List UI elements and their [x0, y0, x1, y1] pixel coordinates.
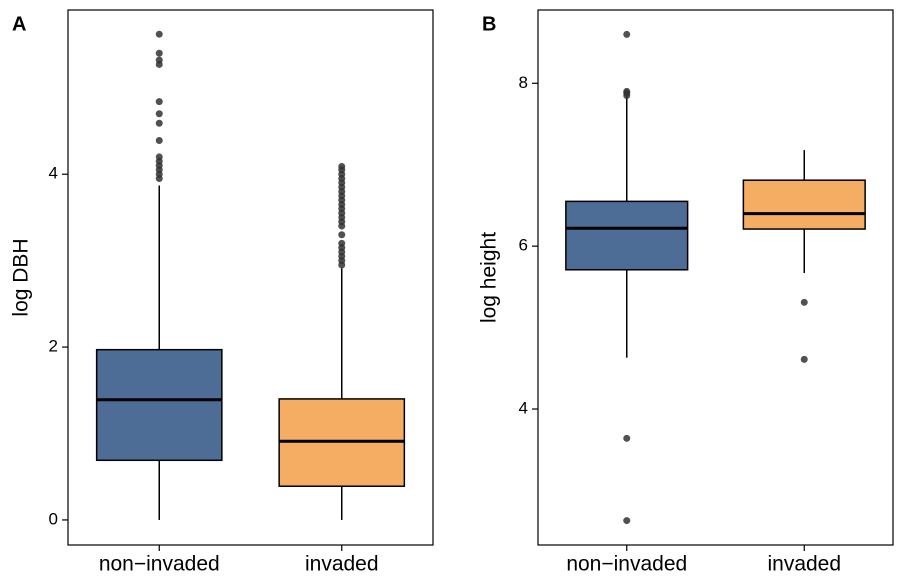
outlier: [155, 49, 163, 57]
plot-frame: [537, 9, 894, 546]
y-tick-label: 0: [49, 509, 58, 528]
outlier: [155, 153, 163, 161]
outlier: [155, 119, 163, 127]
x-tick-label: non−invaded: [99, 553, 220, 576]
outlier: [155, 30, 163, 38]
outlier: [800, 298, 808, 306]
outlier: [155, 137, 163, 145]
x-tick-label: non−invaded: [566, 553, 687, 576]
y-tick-label: 4: [519, 398, 528, 417]
y-tick-label: 8: [519, 73, 528, 92]
y-tick-label: 4: [49, 164, 58, 183]
box: [742, 179, 866, 230]
outlier: [623, 87, 631, 95]
outlier: [623, 517, 631, 525]
y-tick-label: 2: [49, 337, 58, 356]
outlier: [338, 162, 346, 170]
outlier: [800, 355, 808, 363]
box: [565, 200, 689, 271]
outlier: [338, 231, 346, 239]
outlier: [623, 30, 631, 38]
y-axis-label: log DBH: [10, 238, 33, 316]
outlier: [623, 434, 631, 442]
outlier: [155, 110, 163, 118]
outlier: [155, 56, 163, 64]
outlier: [155, 98, 163, 106]
box: [95, 348, 223, 462]
outlier: [338, 239, 346, 247]
plot-frame: [67, 9, 434, 546]
y-tick-label: 6: [519, 236, 528, 255]
y-axis-label: log height: [478, 232, 501, 323]
panel-tag: B: [482, 13, 496, 35]
panel-tag: A: [12, 13, 26, 35]
x-tick-label: invaded: [767, 553, 841, 576]
x-tick-label: invaded: [305, 553, 379, 576]
